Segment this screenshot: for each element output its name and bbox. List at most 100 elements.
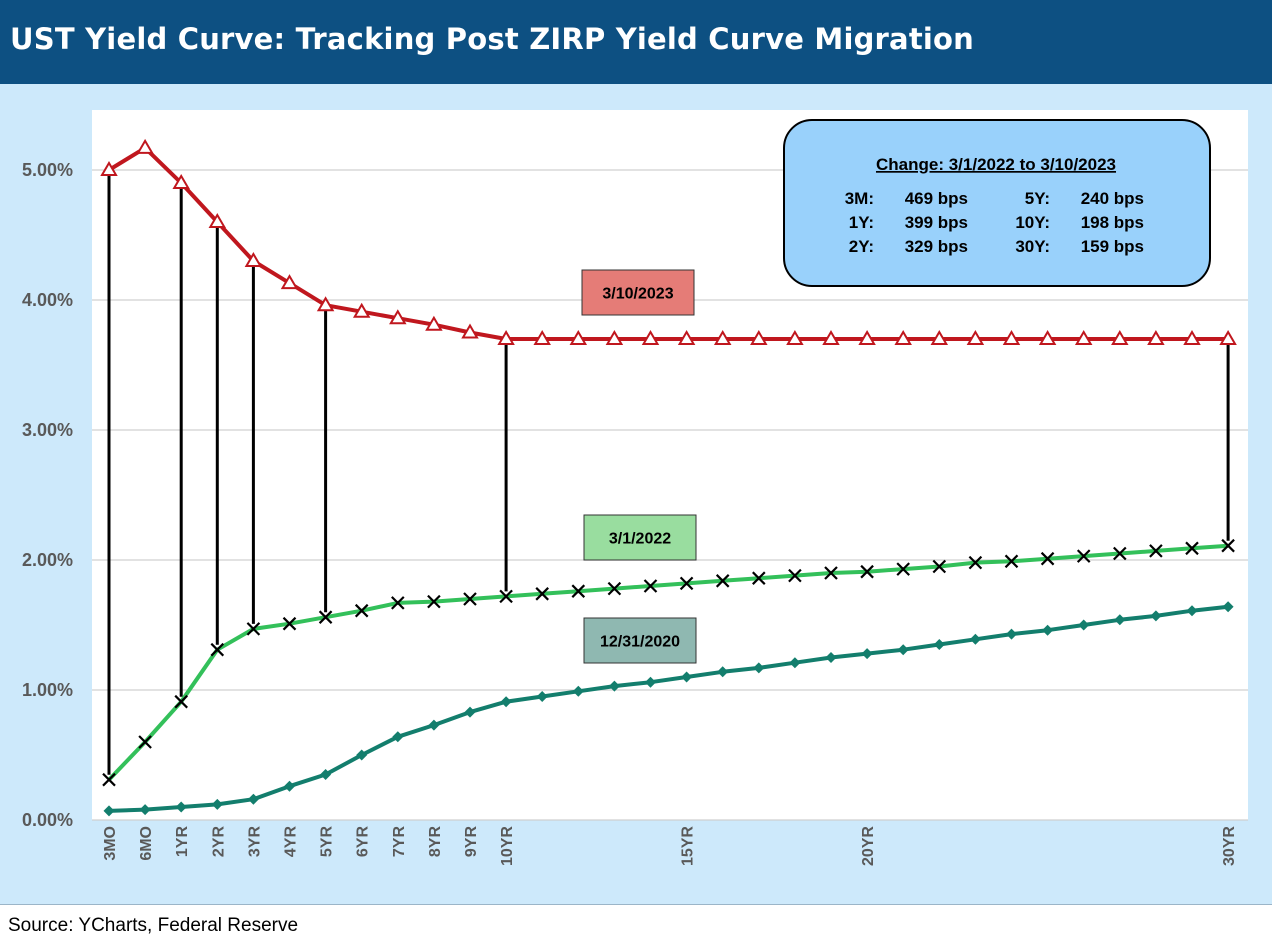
x-tick-label: 9YR (463, 826, 480, 858)
data-point-2020 (356, 749, 368, 761)
data-point-2023 (1111, 330, 1129, 345)
data-point-2020 (572, 685, 584, 697)
data-point-2022 (499, 589, 513, 604)
x-tick-label: 20YR (860, 826, 877, 866)
data-point-2020 (1006, 628, 1017, 640)
data-point-2022 (788, 568, 802, 583)
data-point-2020 (103, 805, 115, 817)
change-value: 240 bps (1081, 189, 1144, 208)
change-box (783, 119, 1211, 287)
data-point-2022 (679, 576, 694, 591)
data-point-2022 (896, 562, 910, 576)
change-value: 329 bps (905, 237, 968, 256)
data-point-2022 (535, 587, 549, 601)
change-value: 399 bps (905, 213, 968, 232)
data-point-2022 (643, 579, 658, 593)
data-point-2022 (174, 694, 188, 709)
data-point-2022 (607, 581, 622, 596)
data-point-2020 (825, 652, 837, 663)
data-point-2020 (1186, 605, 1198, 617)
data-point-2020 (139, 804, 151, 816)
data-point-2023 (569, 330, 588, 345)
x-tick-label: 6MO (138, 826, 155, 861)
data-point-2022 (391, 596, 405, 610)
x-tick-label: 1YR (174, 826, 191, 858)
data-point-2022 (968, 555, 983, 570)
data-point-2020 (1114, 614, 1126, 626)
data-point-2022 (715, 574, 730, 588)
data-point-2023 (316, 296, 335, 312)
change-value: 198 bps (1081, 213, 1144, 232)
x-tick-label: 3YR (246, 826, 263, 858)
data-point-2022 (1040, 551, 1055, 566)
data-point-2020 (1078, 619, 1090, 631)
change-label: 2Y: (849, 237, 874, 256)
data-point-2022 (102, 772, 116, 787)
data-point-2023 (1183, 330, 1201, 345)
series-label-2020-box (583, 617, 697, 664)
data-point-2023 (1074, 330, 1093, 345)
data-point-2023 (966, 330, 985, 345)
x-tick-label: 4YR (283, 826, 300, 858)
data-point-2023 (1219, 330, 1237, 345)
data-point-2023 (461, 323, 479, 339)
data-point-2023 (136, 138, 154, 154)
x-tick-label: 6YR (355, 826, 372, 858)
data-point-2020 (500, 696, 512, 708)
data-point-2020 (464, 706, 476, 718)
x-tick-label: 5YR (319, 826, 336, 858)
data-point-2022 (1113, 546, 1127, 561)
data-point-2022 (1004, 554, 1019, 569)
y-tick-label: 3.00% (22, 420, 73, 440)
data-point-2023 (172, 174, 190, 189)
footer: Source: YCharts, Federal Reserve (0, 904, 1272, 947)
data-point-2023 (497, 330, 515, 345)
data-point-2020 (608, 680, 620, 692)
data-point-2020 (861, 648, 873, 660)
change-label: 3M: (845, 189, 874, 208)
data-point-2020 (753, 662, 765, 674)
chart-area: 0.00% 1.00% 2.00% 3.00% 4.00% 5.00% 3MO 6MO 1YR 2… (0, 84, 1272, 904)
data-point-2023 (352, 302, 371, 318)
page-title: UST Yield Curve: Tracking Post ZIRP Yiel… (10, 22, 974, 56)
y-tick-label: 2.00% (22, 550, 73, 570)
data-point-2020 (247, 793, 259, 805)
data-point-2022 (932, 559, 947, 574)
data-point-2020 (1150, 610, 1162, 622)
series-line-2020 (108, 604, 1229, 813)
data-point-2023 (605, 330, 624, 345)
data-point-2020 (428, 719, 440, 731)
data-point-2022 (138, 735, 152, 749)
data-point-2023 (1002, 330, 1021, 345)
change-label: 1Y: (849, 213, 874, 232)
data-point-2020 (645, 676, 656, 688)
data-point-2023 (533, 330, 551, 345)
data-point-2023 (244, 252, 263, 267)
data-point-2023 (425, 315, 443, 331)
data-point-2022 (463, 592, 477, 606)
data-point-2022 (354, 603, 369, 618)
data-point-2022 (427, 594, 441, 609)
data-point-2022 (1221, 538, 1235, 553)
series-line-2022 (107, 543, 1229, 782)
y-tick-label: 4.00% (22, 290, 73, 310)
yield-curve-chart: 0.00% 1.00% 2.00% 3.00% 4.00% 5.00% 3MO 6MO 1YR 2… (22, 110, 1248, 866)
data-point-2020 (211, 798, 223, 810)
series-label-2020: 12/31/2020 (600, 634, 680, 651)
data-point-2022 (1149, 544, 1163, 558)
x-tick-label: 3MO (102, 826, 119, 861)
data-point-2022 (246, 622, 261, 636)
data-point-2020 (320, 769, 332, 780)
change-label: 30Y: (1015, 237, 1050, 256)
data-point-2020 (284, 780, 295, 792)
data-point-2023 (822, 330, 840, 345)
data-point-2023 (100, 161, 118, 176)
data-point-2020 (969, 633, 981, 645)
data-point-2020 (1222, 601, 1234, 613)
data-point-2022 (824, 566, 838, 580)
change-value: 159 bps (1081, 237, 1144, 256)
x-tick-label: 8YR (427, 826, 444, 858)
data-point-2020 (717, 666, 729, 678)
change-box-title: Change: 3/1/2022 to 3/10/2023 (876, 155, 1116, 174)
data-point-2023 (786, 330, 804, 345)
